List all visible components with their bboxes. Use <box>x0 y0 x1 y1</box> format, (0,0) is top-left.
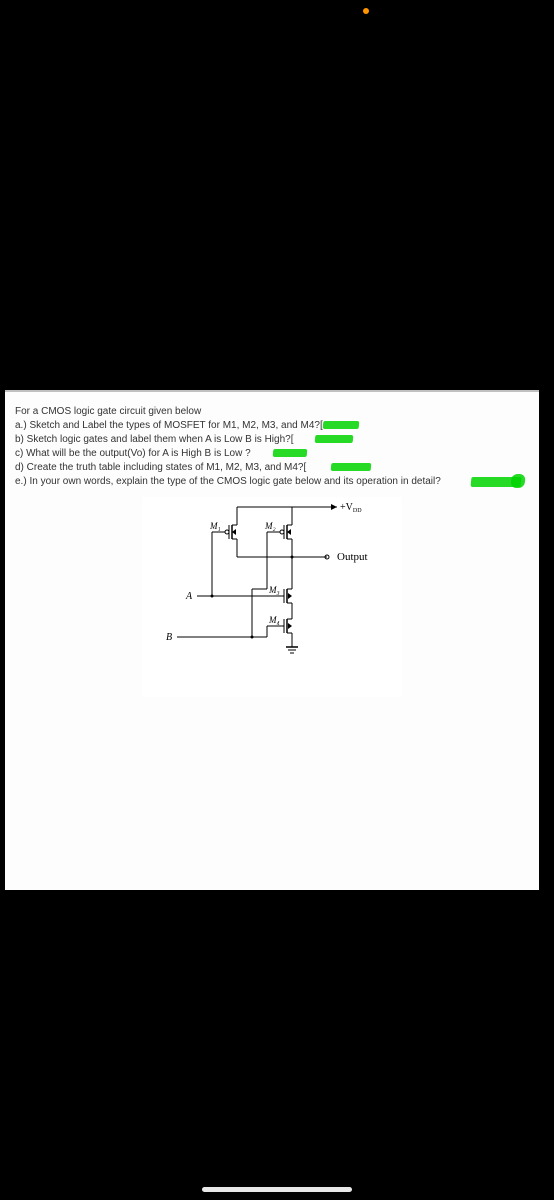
problem-item-d: d) Create the truth table including stat… <box>15 462 529 473</box>
transistor-m3: M₃ <box>268 585 292 615</box>
transistor-m2: M₂ <box>264 519 292 549</box>
vdd-label: +VDD <box>340 502 362 514</box>
highlight-mark <box>315 435 354 443</box>
problem-item-c-text: c) What will be the output(Vo) for A is … <box>15 448 251 459</box>
m2-label: M₂ <box>264 521 276 531</box>
highlight-mark <box>273 449 308 457</box>
highlight-mark <box>323 421 360 429</box>
transistor-m1: M₁ <box>209 519 237 549</box>
m4-label: M₄ <box>268 615 280 625</box>
m1-label: M₁ <box>209 521 221 531</box>
camera-indicator-dot <box>363 8 369 14</box>
circuit-svg: +VDD M₁ <box>142 497 402 697</box>
problem-item-e: e.) In your own words, explain the type … <box>15 476 529 487</box>
problem-item-b-text: b) Sketch logic gates and label them whe… <box>15 434 294 445</box>
transistor-m4: M₄ <box>268 615 292 647</box>
problem-item-c: c) What will be the output(Vo) for A is … <box>15 448 529 459</box>
highlight-mark <box>331 463 372 471</box>
problem-header: For a CMOS logic gate circuit given belo… <box>15 406 529 417</box>
problem-item-b: b) Sketch logic gates and label them whe… <box>15 434 529 445</box>
problem-item-d-text: d) Create the truth table including stat… <box>15 462 306 473</box>
highlight-mark <box>510 474 525 488</box>
output-label: Output <box>337 551 368 563</box>
document-panel: For a CMOS logic gate circuit given belo… <box>5 390 539 890</box>
input-b-label: B <box>166 632 172 643</box>
input-a-label: A <box>185 591 193 602</box>
problem-item-e-text: e.) In your own words, explain the type … <box>15 476 441 487</box>
cmos-circuit-diagram: +VDD M₁ <box>142 497 402 697</box>
problem-item-a-text: a.) Sketch and Label the types of MOSFET… <box>15 420 323 431</box>
document-content: For a CMOS logic gate circuit given belo… <box>5 392 539 711</box>
home-indicator[interactable] <box>202 1187 352 1192</box>
problem-item-a: a.) Sketch and Label the types of MOSFET… <box>15 420 529 431</box>
m3-label: M₃ <box>268 585 280 595</box>
